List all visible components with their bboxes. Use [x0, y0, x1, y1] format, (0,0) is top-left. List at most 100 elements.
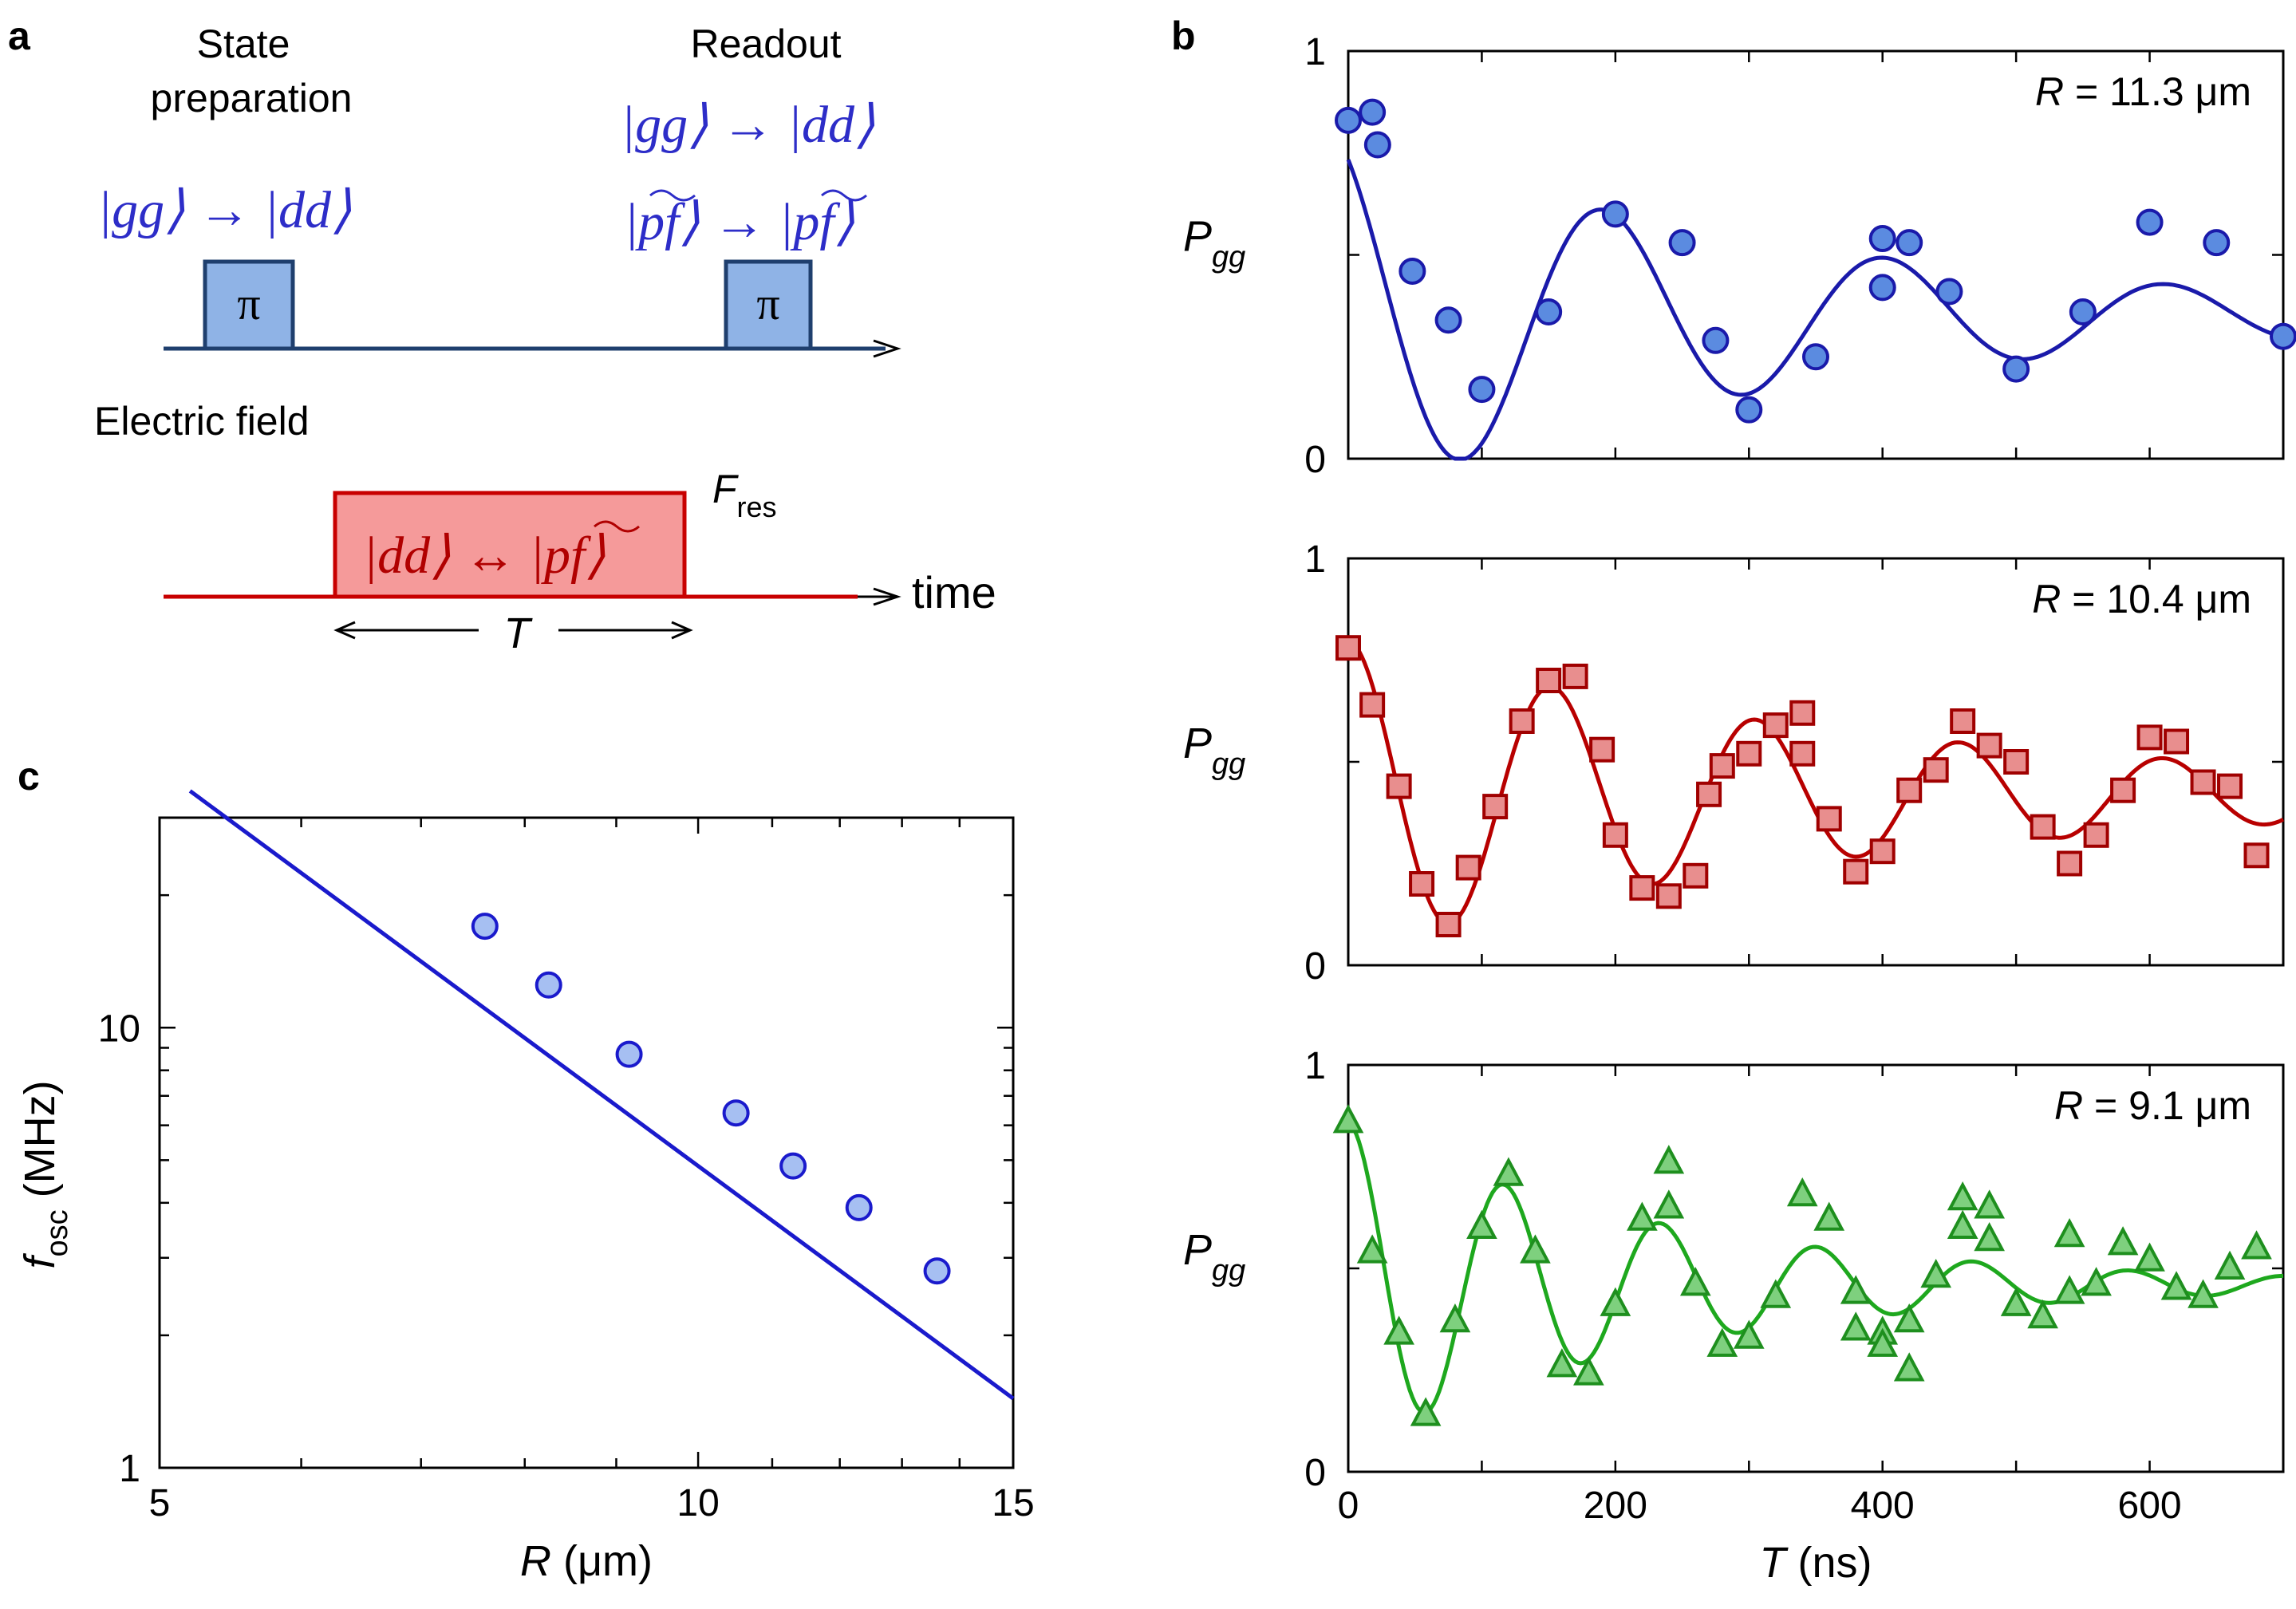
data-point [2243, 842, 2270, 869]
data-point [1702, 326, 1730, 354]
data-point [1736, 740, 1762, 767]
data-point [2069, 298, 2097, 326]
x-axis-label-var: T [1760, 1539, 1789, 1587]
fres-label: Fres [712, 467, 777, 523]
y-tick-label: 0 [1304, 1452, 1326, 1494]
readout-label: Readout [690, 22, 841, 66]
chart-title: R = 9.1 μm [2054, 1083, 2251, 1128]
data-point [1869, 838, 1896, 865]
data-point [1509, 708, 1535, 734]
data-point [2027, 1299, 2058, 1329]
data-point [1434, 306, 1462, 334]
data-point [2217, 773, 2243, 799]
y-axis-label-main: P [1183, 213, 1212, 261]
data-point [1733, 1319, 1765, 1349]
data-point [2203, 229, 2231, 257]
data-point [1601, 200, 1629, 228]
state-prep-line1: State [197, 22, 290, 66]
y-axis-label: Pgg [1183, 1226, 1245, 1288]
data-point [2134, 1242, 2165, 1272]
prep-transition: |gg⟩ → |dd⟩ [97, 181, 352, 239]
data-point [1359, 692, 1386, 718]
data-point [1735, 396, 1763, 424]
tilde-mark [821, 189, 867, 202]
data-point [1435, 912, 1462, 937]
data-point [1546, 1348, 1578, 1378]
data-point [1335, 635, 1361, 661]
data-point [1562, 663, 1588, 689]
pi-pulse-prep [203, 259, 295, 351]
data-point [1439, 1303, 1471, 1333]
data-point [1760, 1279, 1792, 1308]
data-point [1482, 794, 1509, 820]
y-tick-label: 10 [98, 1008, 140, 1050]
x-axis-label-var: R [520, 1537, 551, 1585]
data-point [2003, 749, 2030, 775]
data-point [615, 1040, 643, 1068]
data-point [1573, 1356, 1604, 1386]
data-point [1363, 131, 1391, 159]
tilde-mark [649, 189, 696, 202]
panel-label-b: b [1171, 14, 1196, 58]
readout-transition-1: |gg⟩ → |dd⟩ [621, 96, 875, 154]
data-point [2136, 208, 2164, 236]
data-point [1668, 229, 1696, 257]
fres-subscript: res [737, 491, 777, 523]
data-point [1602, 822, 1628, 848]
panel-label-a: a [8, 14, 31, 58]
data-point [1679, 1267, 1711, 1296]
x-tick-label: 15 [992, 1482, 1034, 1524]
y-axis-label: fosc (MHz) [16, 1080, 74, 1268]
data-point [845, 1193, 873, 1221]
y-axis-label: Pgg [1183, 720, 1245, 781]
data-point [2057, 850, 2083, 877]
data-point [1600, 1287, 1631, 1316]
data-point [1947, 1209, 1978, 1239]
y-axis-label-sub: osc [41, 1209, 74, 1256]
data-point [1786, 1177, 1818, 1207]
y-axis-label-main: P [1183, 1226, 1212, 1274]
data-point [2188, 1279, 2219, 1308]
data-point [1893, 1303, 1925, 1333]
data-point [1627, 1201, 1658, 1231]
data-point [1789, 740, 1816, 767]
time-axis-label: time [912, 567, 996, 617]
pi-symbol-prep: π [237, 278, 260, 329]
data-point [1789, 700, 1816, 726]
data-point [2002, 355, 2030, 383]
data-point [1923, 757, 1949, 783]
y-tick-label: 0 [1304, 439, 1326, 481]
data-point [1706, 1327, 1738, 1357]
x-tick-label: 400 [1851, 1485, 1915, 1527]
y-axis-label-sub: gg [1212, 747, 1245, 781]
panel-a: a State preparation Readout |gg⟩ → |dd⟩ … [8, 14, 996, 657]
data-point [1683, 862, 1709, 889]
data-point [779, 1152, 807, 1180]
data-point [1589, 736, 1615, 763]
chart-title-var: R [2054, 1083, 2083, 1128]
chart-title-rest: = 11.3 μm [2064, 69, 2251, 114]
data-point [2000, 1287, 2032, 1316]
y-axis-label-sub: gg [1212, 1254, 1245, 1288]
data-point [1535, 298, 1563, 326]
data-point [471, 913, 499, 941]
data-point [1896, 777, 1923, 803]
chart-title: R = 11.3 μm [2035, 69, 2251, 114]
data-point [1356, 1234, 1388, 1264]
x-tick-label: 5 [149, 1482, 171, 1524]
chart-b2: 0 1 R = 10.4 μm Pgg [1183, 538, 2285, 988]
data-point [2030, 814, 2056, 840]
y-axis-label-sub: gg [1212, 241, 1245, 274]
y-tick-label: 1 [1304, 31, 1326, 73]
data-point [1868, 225, 1896, 253]
duration-label: T [504, 609, 534, 657]
data-point [1816, 806, 1842, 832]
data-point [1974, 1222, 2005, 1252]
field-timeline-arrowhead [873, 587, 901, 606]
data-point [1653, 1145, 1685, 1174]
chart-title-var: R [2035, 69, 2064, 114]
data-point [1386, 773, 1412, 799]
data-point [1709, 753, 1735, 779]
data-point [1802, 343, 1829, 371]
chart-b3: 0 1 0 200 400 600 R = 9.1 μm Pgg T (ns) [1183, 1045, 2285, 1587]
